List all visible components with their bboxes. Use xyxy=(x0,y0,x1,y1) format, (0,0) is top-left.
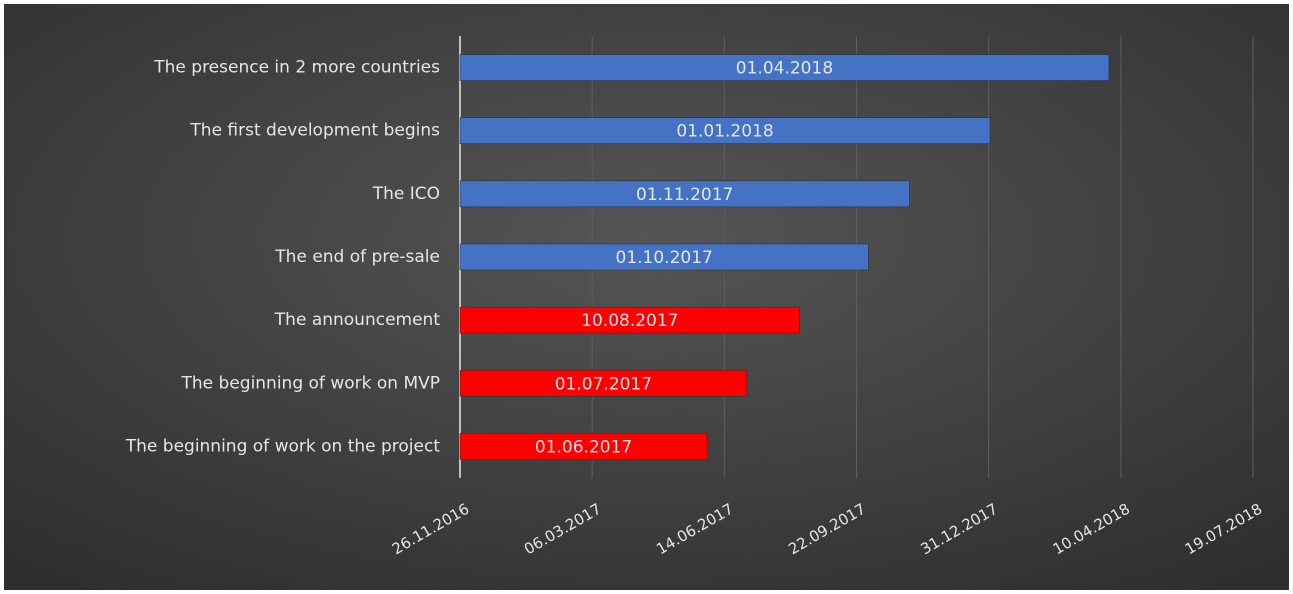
bar xyxy=(459,306,800,334)
chart-background xyxy=(4,4,1289,590)
data-label: 01.06.2017 xyxy=(535,437,632,457)
data-label: 01.07.2017 xyxy=(555,374,652,394)
bar xyxy=(459,54,1110,81)
y-tick-label: The announcement xyxy=(274,310,441,330)
data-label: 01.10.2017 xyxy=(616,248,713,268)
data-label: 10.08.2017 xyxy=(581,311,678,331)
bar xyxy=(459,433,708,460)
data-label: 01.11.2017 xyxy=(636,185,733,205)
bar xyxy=(459,180,910,208)
data-label: 01.01.2018 xyxy=(676,122,773,142)
y-tick-label: The beginning of work on MVP xyxy=(181,373,441,393)
data-label: 01.04.2018 xyxy=(736,59,833,79)
bar xyxy=(459,370,748,397)
y-tick-label: The beginning of work on the project xyxy=(125,436,441,456)
y-tick-label: The end of pre-sale xyxy=(274,247,440,267)
y-tick-label: The first development begins xyxy=(189,121,440,141)
y-tick-label: The presence in 2 more countries xyxy=(153,58,440,78)
bar xyxy=(459,117,991,144)
bar xyxy=(459,243,869,271)
y-tick-label: The ICO xyxy=(372,184,440,204)
